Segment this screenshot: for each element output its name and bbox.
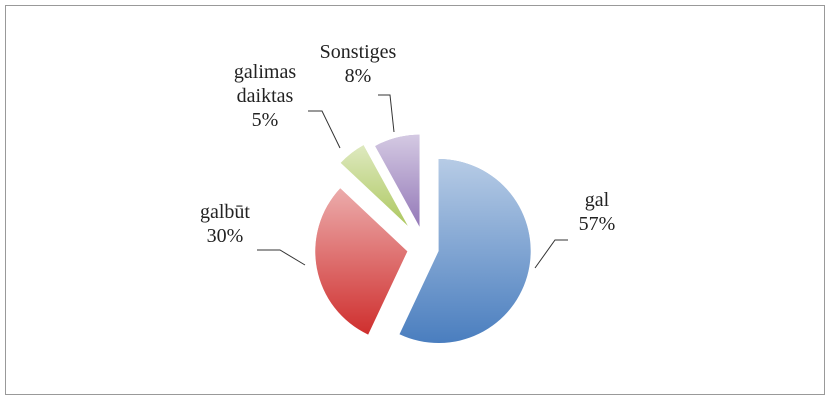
slice-label: galbūt 30% xyxy=(200,200,250,248)
slice-label: galimas daiktas 5% xyxy=(220,60,310,132)
slice-label: Sonstiges 8% xyxy=(320,40,397,88)
slice-value: 57% xyxy=(578,213,616,235)
slice-shine xyxy=(375,134,420,227)
slice-label: gal 57% xyxy=(579,188,616,236)
slice-name: gal xyxy=(584,189,610,211)
pie xyxy=(315,134,531,344)
slice-shine xyxy=(315,188,408,335)
slice-name: galimas daiktas xyxy=(233,61,297,107)
slice-value: 5% xyxy=(251,109,279,131)
leader-line xyxy=(534,239,568,269)
slice-shine xyxy=(340,145,408,226)
slice-value: 8% xyxy=(344,65,372,87)
slice-name: galbūt xyxy=(200,201,250,223)
leader-line xyxy=(378,94,395,133)
slice-value: 30% xyxy=(206,225,244,247)
slice-shine xyxy=(399,159,531,344)
leader-line xyxy=(308,110,341,149)
leader-line xyxy=(257,249,306,266)
slice-name: Sonstiges xyxy=(319,41,397,63)
leader-lines xyxy=(257,94,568,269)
